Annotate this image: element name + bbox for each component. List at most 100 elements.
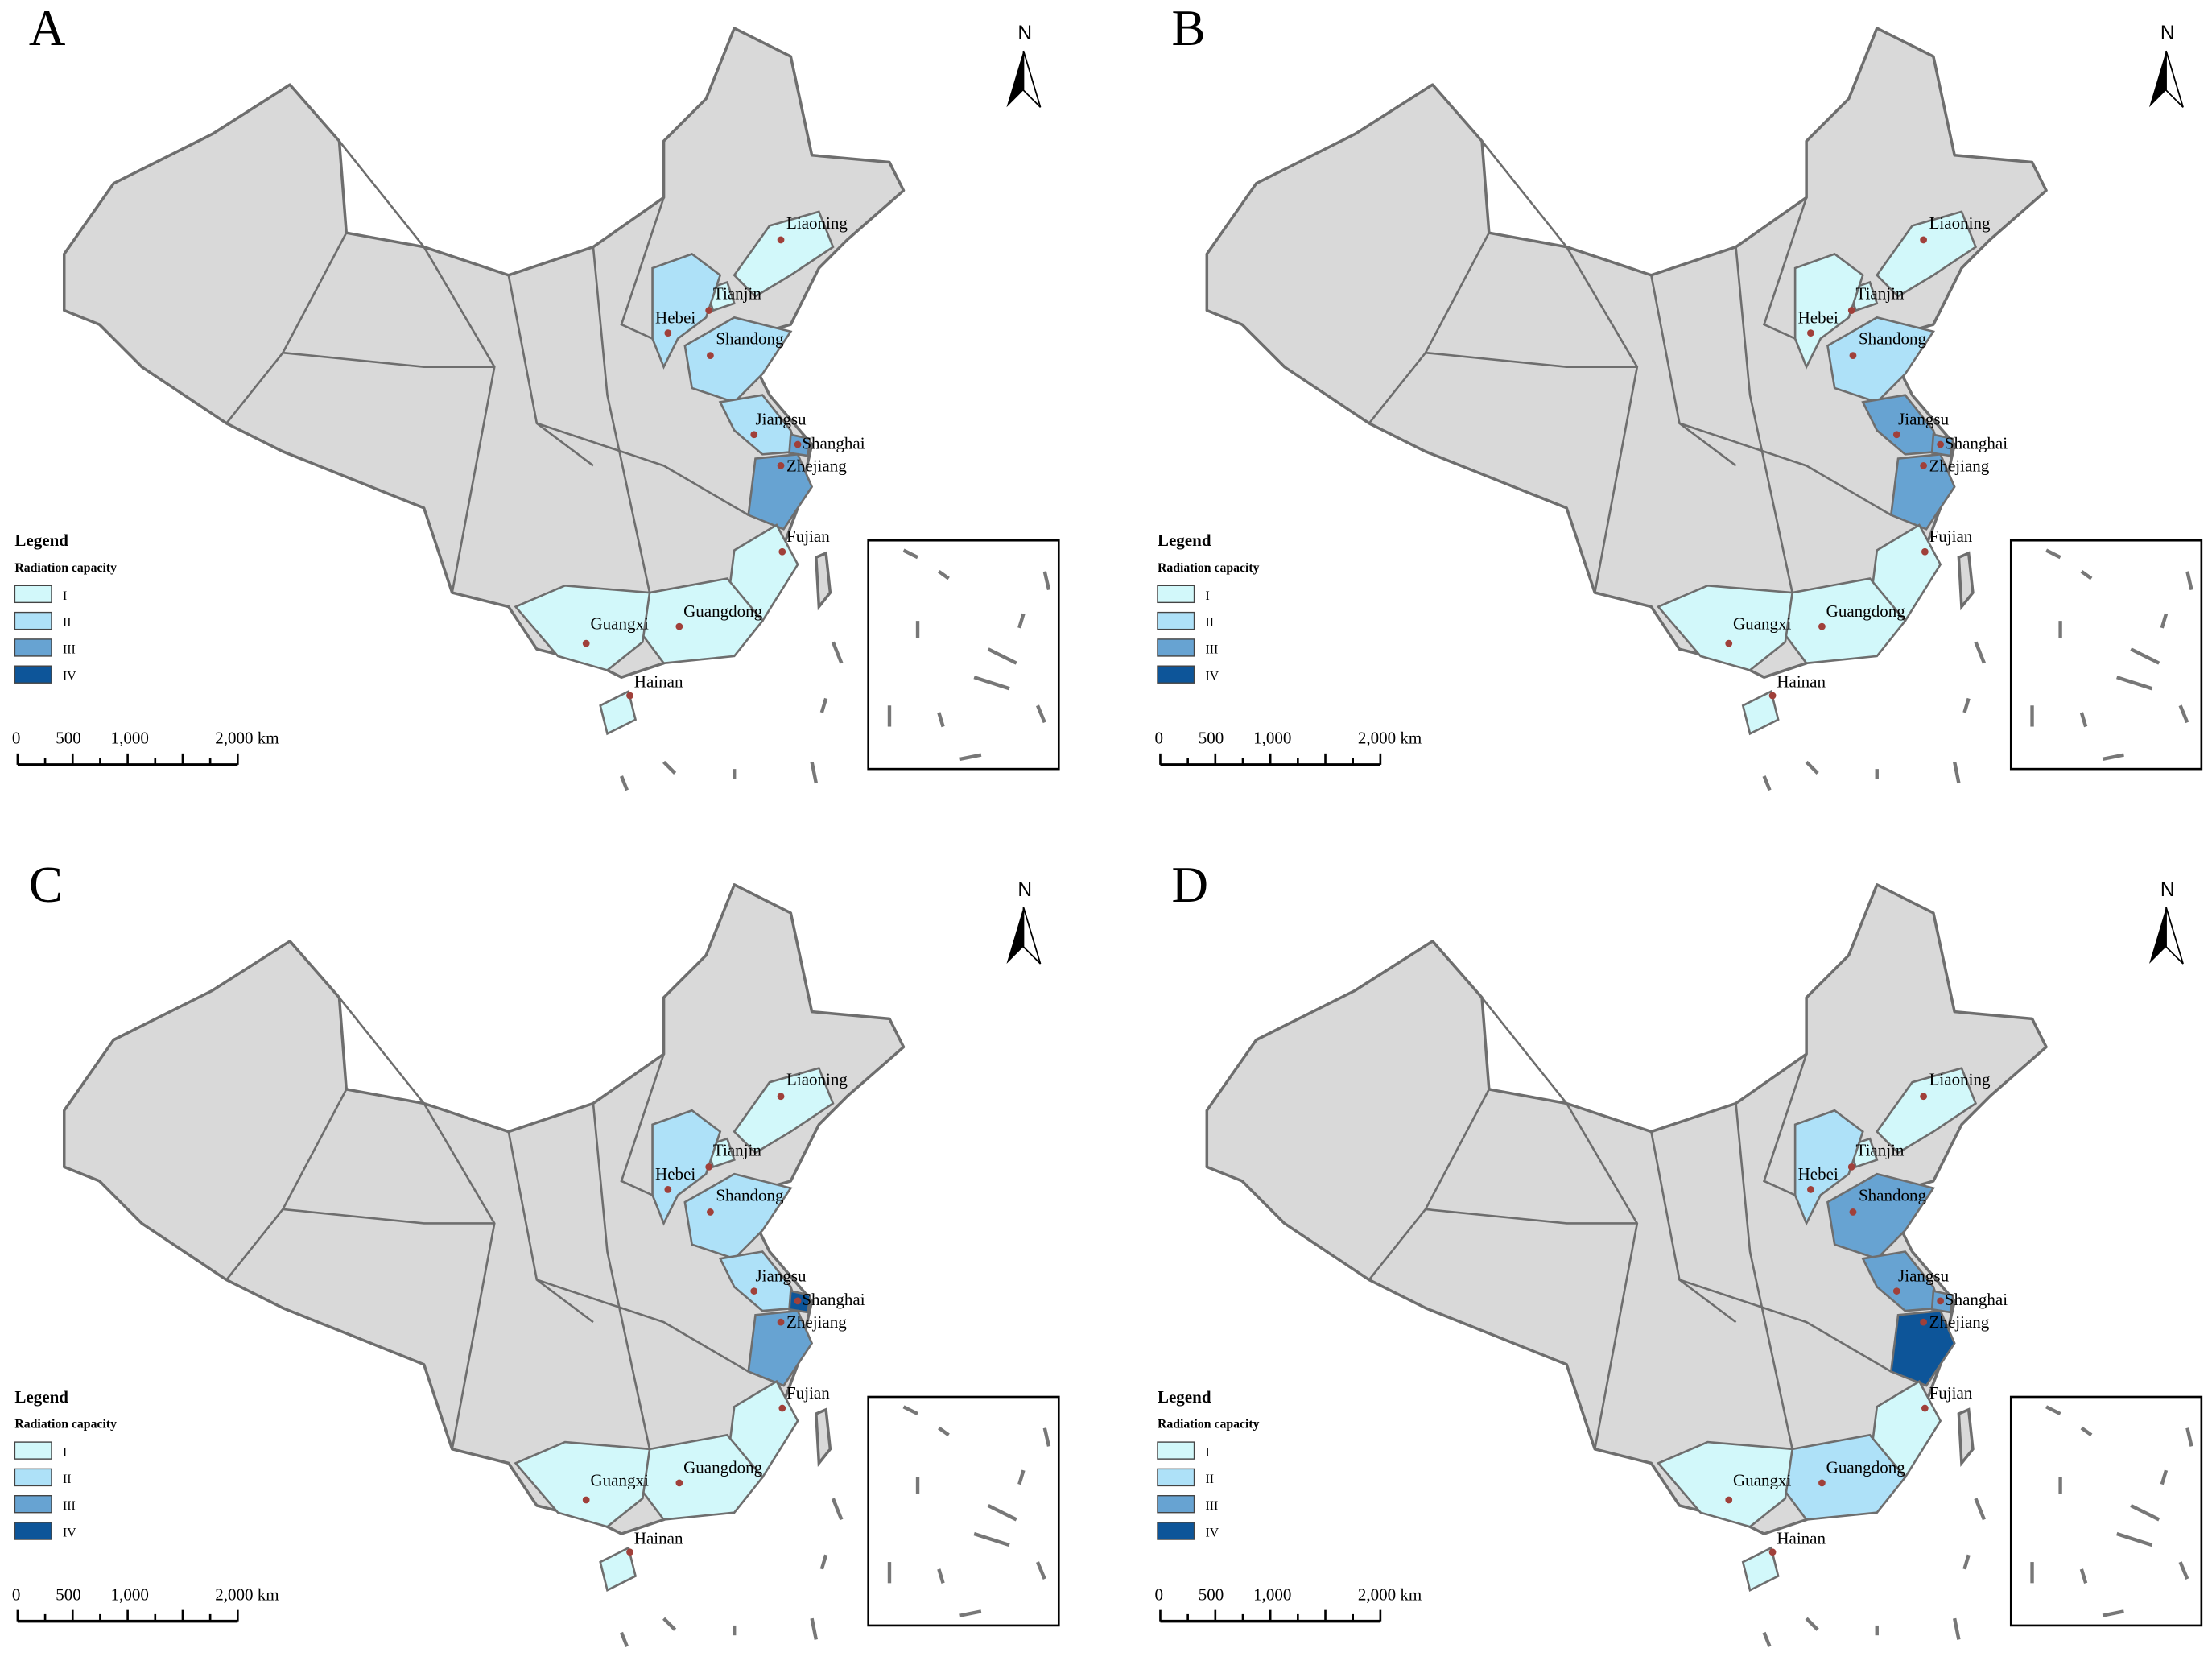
inset-island	[2079, 1568, 2088, 1584]
province-border	[536, 422, 749, 516]
island	[810, 1617, 819, 1640]
legend-swatch	[1157, 665, 1195, 684]
legend-title: Legend	[14, 1387, 68, 1407]
legend-label: II	[63, 616, 72, 630]
inset-island	[937, 1568, 945, 1584]
city-dot	[582, 1496, 590, 1504]
province-shandong	[683, 1172, 793, 1260]
map-panel: C Liaoning Tianjin Hebei Shandong Jiangsu Shan…	[12, 857, 1060, 1648]
province-label: Liaoning	[1929, 213, 1991, 233]
province-border	[338, 997, 425, 1105]
island	[1762, 775, 1772, 791]
inset-island	[2185, 571, 2193, 591]
scale-label: 2,000 km	[1358, 729, 1422, 748]
island	[1762, 1631, 1772, 1648]
province-label: Liaoning	[786, 1070, 848, 1089]
taiwan	[815, 551, 832, 611]
province-liaoning	[733, 1067, 835, 1155]
province-hebei	[651, 1109, 722, 1226]
inset-frame	[867, 539, 1060, 771]
province-label: Hebei	[655, 308, 695, 327]
inset-island	[2080, 1426, 2093, 1437]
inset-island	[1042, 571, 1051, 591]
scale-label: 500	[56, 729, 81, 748]
province-label: Shanghai	[1945, 1290, 2008, 1309]
province-label: Liaoning	[786, 213, 848, 233]
province-label: Guangdong	[1826, 1458, 1906, 1477]
legend-swatch	[14, 638, 52, 657]
island	[1974, 641, 1986, 664]
inset-island	[2045, 548, 2061, 560]
province-border	[283, 1208, 495, 1225]
province-shandong	[1826, 1172, 1935, 1260]
legend-swatch	[14, 1468, 52, 1487]
inset-island	[2185, 1427, 2193, 1447]
legend-title: Legend	[14, 531, 68, 550]
legend-label: III	[63, 1499, 76, 1513]
inset-island	[973, 676, 1010, 691]
inset-island	[2178, 1561, 2189, 1580]
province-label: Hebei	[1798, 1164, 1839, 1184]
legend-swatch	[14, 1522, 52, 1540]
legend-subtitle: Radiation capacity	[1158, 1418, 1260, 1432]
island	[1805, 1617, 1819, 1631]
inset-island	[987, 647, 1017, 665]
scale-label: 0	[12, 729, 21, 748]
city-dot	[1847, 307, 1855, 314]
city-dot	[705, 307, 713, 314]
city-dot	[1920, 461, 1927, 469]
city-dot	[1937, 1297, 1945, 1305]
city-dot	[1849, 352, 1857, 360]
legend-swatch	[14, 611, 52, 630]
north-arrow-half	[1022, 50, 1042, 108]
island	[619, 1631, 629, 1648]
taiwan	[1957, 1407, 1975, 1468]
panel-letter: D	[1171, 857, 1208, 913]
island	[1974, 1498, 1986, 1521]
province-guangxi	[514, 584, 651, 671]
inset-island	[2116, 1531, 2153, 1547]
island	[1805, 760, 1819, 775]
city-dot	[1892, 431, 1900, 439]
province-hebei	[1793, 252, 1864, 370]
province-border	[283, 351, 495, 368]
island	[819, 697, 828, 713]
legend-title: Legend	[1158, 1387, 1211, 1407]
north-arrow	[1006, 907, 1024, 964]
province-label: Shanghai	[1945, 433, 2008, 452]
city-dot	[794, 1297, 802, 1305]
panel-letter: A	[29, 0, 66, 56]
scale-label: 1,000	[111, 1584, 149, 1604]
inset-island	[973, 1531, 1010, 1547]
province-label: Shanghai	[802, 1290, 865, 1309]
legend-subtitle: Radiation capacity	[14, 561, 117, 575]
province-zhejiang	[1889, 452, 1956, 531]
province-border	[620, 1053, 665, 1196]
province-hebei	[1793, 1109, 1864, 1226]
inset-island	[1042, 1427, 1051, 1447]
north-label: N	[1017, 879, 1032, 901]
province-label: Guangxi	[1733, 614, 1792, 634]
legend-label: IV	[63, 1527, 76, 1540]
inset-island	[2102, 753, 2124, 762]
island	[831, 641, 844, 664]
province-border	[1425, 1208, 1637, 1225]
city-dot	[750, 431, 758, 439]
scale-label: 2,000 km	[215, 729, 279, 748]
city-dot	[777, 461, 785, 469]
province-label: Fujian	[1929, 1383, 1973, 1403]
province-label: Guangdong	[683, 1458, 763, 1477]
province-label: Hainan	[1777, 1528, 1826, 1547]
city-dot	[1847, 1163, 1855, 1171]
inset-island	[1017, 1469, 1026, 1485]
north-label: N	[2160, 23, 2175, 44]
province-shandong	[683, 316, 793, 403]
city-dot	[664, 1186, 672, 1193]
province-label: Guangdong	[683, 601, 763, 621]
province-label: Hebei	[655, 1164, 695, 1184]
inset-island	[2116, 676, 2153, 691]
inset-island	[2130, 647, 2160, 665]
province-label: Guangxi	[590, 1470, 649, 1489]
inset-island	[2079, 712, 2088, 728]
